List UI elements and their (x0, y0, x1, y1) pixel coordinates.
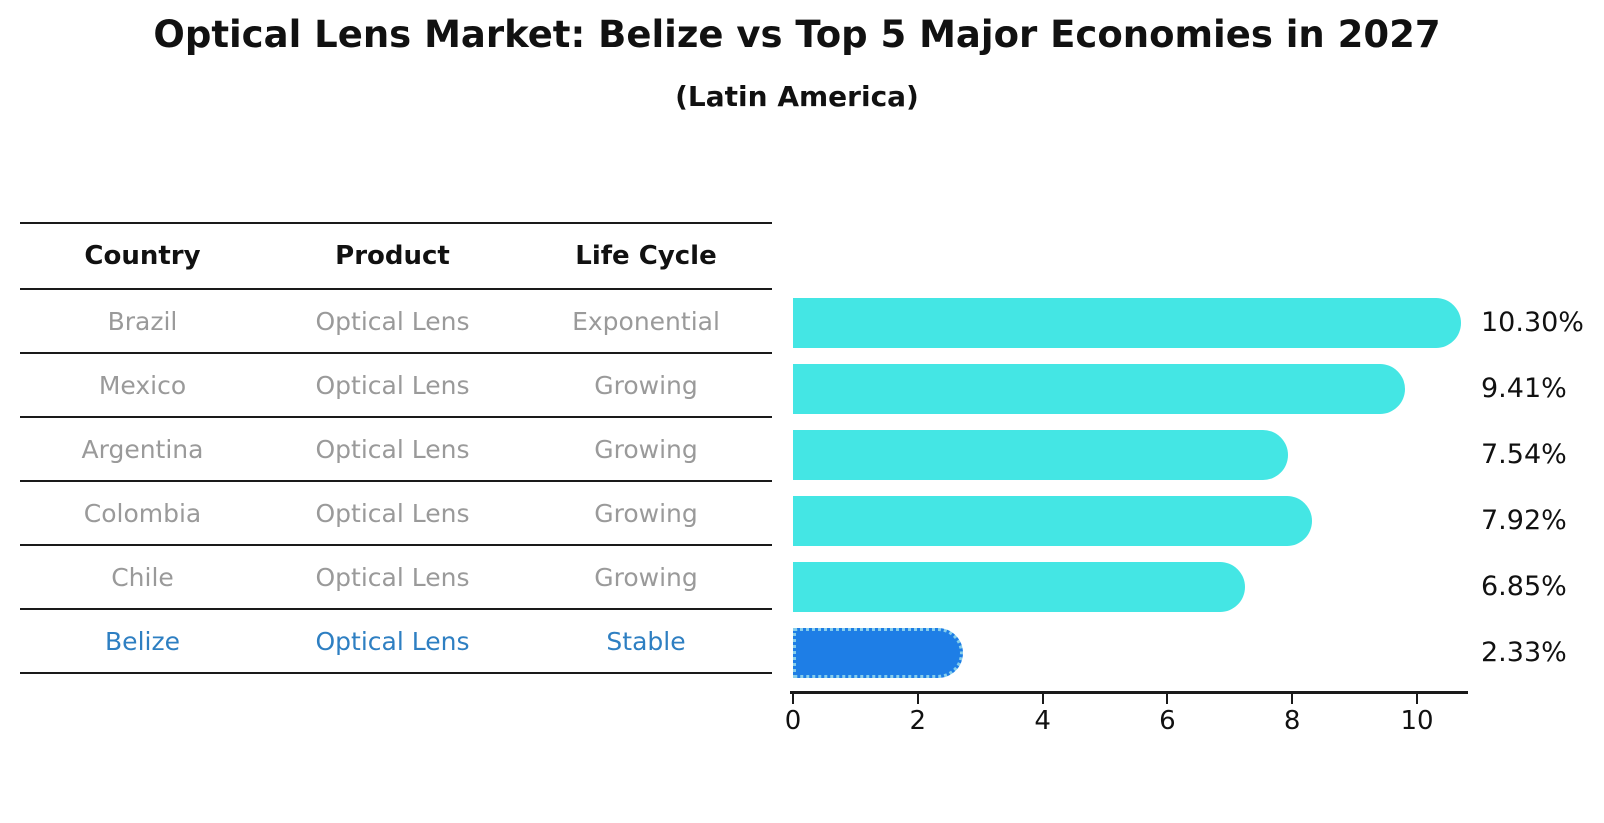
table-row-colombia: Colombia Optical Lens Growing (20, 482, 772, 546)
table-cell-product: Optical Lens (315, 306, 470, 336)
table-cell-product: Optical Lens (315, 562, 470, 592)
table-cell-life-cycle: Growing (594, 498, 698, 528)
table-header-row: Country Product Life Cycle (20, 224, 772, 290)
table-cell-product: Optical Lens (315, 626, 470, 656)
x-axis-line (790, 691, 1468, 694)
x-tick-label-10: 10 (1400, 706, 1434, 736)
table-cell-country: Mexico (98, 370, 187, 400)
table-row-brazil: Brazil Optical Lens Exponential (20, 290, 772, 354)
chart-title: Optical Lens Market: Belize vs Top 5 Maj… (153, 13, 1441, 56)
table-cell-product: Optical Lens (315, 434, 470, 464)
x-tick-label-0: 0 (784, 706, 802, 736)
x-tick-label-4: 4 (1034, 706, 1051, 736)
table-cell-life-cycle: Growing (594, 562, 698, 592)
table-body: Brazil Optical Lens Exponential Mexico Optic… (20, 290, 772, 674)
bar-chile (793, 562, 1246, 612)
table-row-argentina: Argentina Optical Lens Growing (20, 418, 772, 482)
bar-argentina (793, 430, 1289, 480)
bar-value-label-argentina: 7.54% (1481, 439, 1567, 470)
table-row-chile: Chile Optical Lens Growing (20, 546, 772, 610)
x-tick-mark-4 (1041, 694, 1044, 704)
x-tick-mark-6 (1166, 694, 1169, 704)
column-header-country: Country (84, 241, 201, 271)
bar-value-label-belize: 2.33% (1481, 637, 1567, 668)
country-table: Country Product Life Cycle Brazil Optical L… (20, 222, 772, 674)
table-cell-country: Argentina (81, 434, 204, 464)
table-cell-country: Chile (111, 562, 174, 592)
bar-value-label-colombia: 7.92% (1481, 505, 1567, 536)
x-tick-mark-2 (916, 694, 919, 704)
x-tick-mark-8 (1291, 694, 1294, 704)
chart-subtitle: (Latin America) (675, 80, 919, 113)
x-tick-mark-10 (1416, 694, 1418, 704)
table-cell-life-cycle: Stable (606, 626, 686, 656)
table-cell-life-cycle: Growing (594, 434, 698, 464)
table-cell-product: Optical Lens (315, 498, 470, 528)
x-tick-label-2: 2 (909, 706, 927, 736)
bar-colombia (793, 496, 1313, 546)
table-cell-life-cycle: Exponential (572, 306, 720, 336)
column-header-product: Product (335, 241, 450, 271)
table-cell-country: Belize (105, 626, 180, 656)
bar-brazil (793, 298, 1461, 348)
bar-mexico (793, 364, 1406, 414)
table-cell-life-cycle: Growing (594, 370, 698, 400)
bar-value-label-mexico: 9.41% (1481, 373, 1567, 404)
bar-value-label-chile: 6.85% (1481, 571, 1567, 602)
x-tick-mark-0 (792, 694, 794, 704)
bar-belize (793, 628, 964, 678)
x-tick-label-8: 8 (1283, 706, 1301, 736)
column-header-life-cycle: Life Cycle (575, 241, 717, 271)
table-cell-country: Brazil (107, 306, 178, 336)
x-tick-label-6: 6 (1159, 706, 1176, 736)
table-row-mexico: Mexico Optical Lens Growing (20, 354, 772, 418)
bar-value-label-brazil: 10.30% (1481, 307, 1584, 338)
table-cell-product: Optical Lens (315, 370, 470, 400)
table-cell-country: Colombia (83, 498, 202, 528)
table-row-belize: Belize Optical Lens Stable (20, 610, 772, 674)
